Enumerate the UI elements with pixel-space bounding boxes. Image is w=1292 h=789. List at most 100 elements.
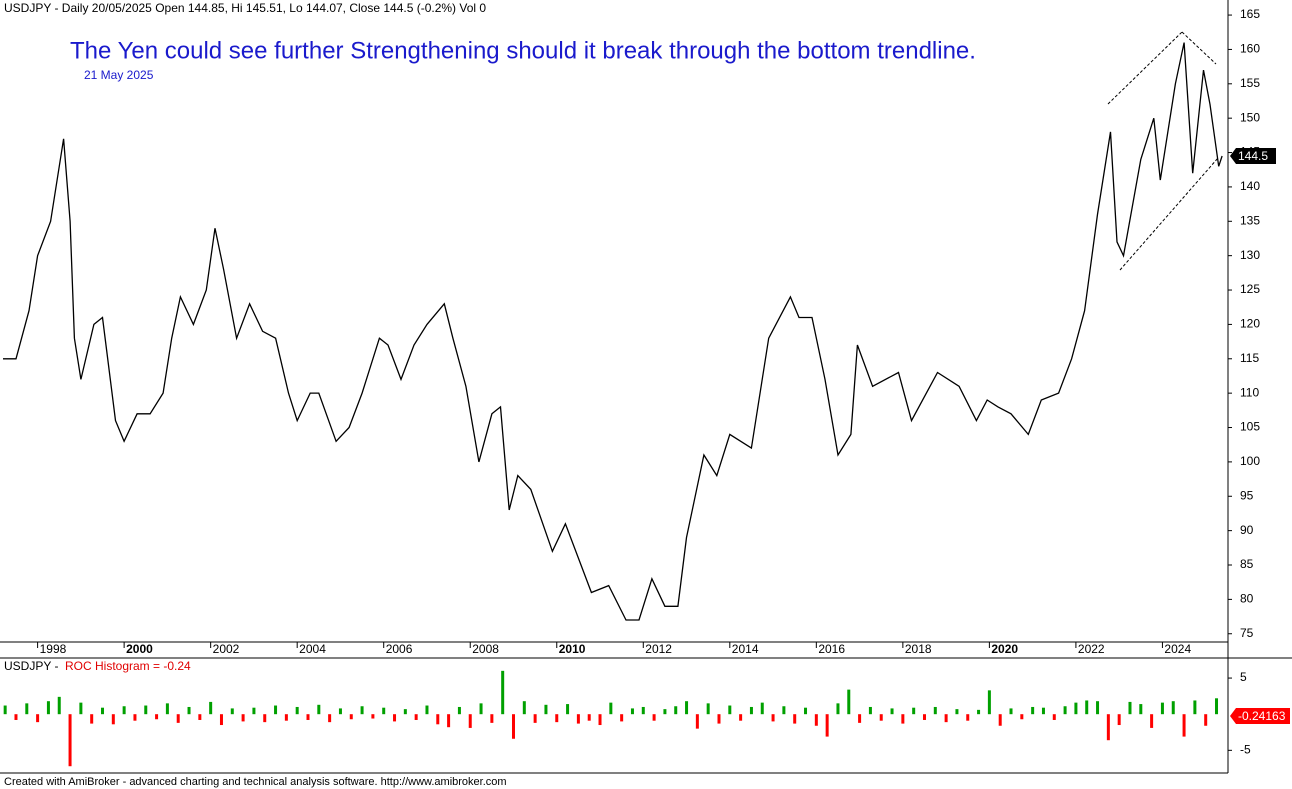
roc-bar: [847, 689, 851, 715]
roc-bar: [1031, 706, 1035, 715]
roc-bar: [317, 704, 321, 715]
roc-bar: [403, 709, 407, 715]
roc-bar: [1204, 714, 1208, 726]
annotation: The Yen could see further Strengthening …: [70, 37, 976, 64]
y-tick-label: 140: [1240, 179, 1260, 193]
roc-bar: [209, 701, 213, 715]
x-tick-label: 2006: [386, 642, 413, 656]
y-tick-label: 115: [1240, 351, 1259, 365]
roc-bar: [122, 706, 126, 715]
footer: Created with AmiBroker - advanced charti…: [4, 776, 507, 788]
roc-bar: [771, 714, 775, 722]
roc-bar: [674, 706, 678, 715]
roc-bar: [3, 705, 7, 715]
y-tick-label: 165: [1240, 7, 1260, 21]
roc-bar: [955, 709, 959, 715]
roc-bar: [1020, 714, 1024, 720]
roc-bar: [511, 714, 515, 739]
trendlines: [1107, 31, 1219, 271]
roc-bar: [825, 714, 829, 737]
roc-bar: [36, 714, 40, 723]
roc-bar: [836, 703, 840, 715]
roc-bar: [457, 706, 461, 715]
roc-bar: [987, 690, 991, 715]
roc-bar: [165, 703, 169, 715]
x-tick-label: 2002: [213, 642, 240, 656]
roc-bar: [652, 714, 656, 721]
roc-bar: [46, 701, 50, 715]
y-tick-label: 160: [1240, 42, 1260, 56]
roc-bar: [155, 714, 159, 720]
roc-bar: [933, 706, 937, 715]
y-tick-label: 100: [1240, 454, 1260, 468]
roc-bar: [1150, 714, 1154, 728]
value-marker-label: 144.5: [1238, 149, 1268, 163]
roc-bar: [793, 714, 797, 724]
roc-bar: [468, 714, 472, 728]
roc-bar: [890, 708, 894, 715]
roc-bar: [922, 714, 926, 720]
y-tick-label: 80: [1240, 592, 1254, 606]
roc-bar: [1096, 701, 1100, 715]
roc-bar: [1128, 701, 1132, 715]
x-tick-label: 2020: [991, 642, 1018, 656]
y-tick-label: 95: [1240, 488, 1254, 502]
x-tick-label: 1998: [40, 642, 67, 656]
roc-bar: [90, 714, 94, 724]
roc-bar: [879, 714, 883, 721]
x-tick-label: 2016: [818, 642, 845, 656]
roc-bar: [977, 709, 981, 715]
roc-bar: [598, 714, 602, 726]
y-tick-label: 120: [1240, 317, 1260, 331]
roc-bar: [620, 714, 624, 722]
roc-bar: [782, 706, 786, 715]
roc-bar: [252, 707, 256, 715]
roc-bar: [706, 703, 710, 715]
roc-bar: [1074, 702, 1078, 715]
y-tick-label: 150: [1240, 110, 1260, 124]
y-tick-label: 125: [1240, 282, 1260, 296]
header: USDJPY - Daily 20/05/2025 Open 144.85, H…: [4, 1, 486, 15]
roc-bar: [1160, 702, 1164, 715]
roc-bar: [1009, 708, 1013, 715]
x-tick-label: 2008: [472, 642, 499, 656]
roc-bar: [198, 714, 202, 720]
y-tick-label: 135: [1240, 213, 1260, 227]
annotation-date: 21 May 2025: [84, 68, 154, 82]
roc-bar: [695, 714, 699, 729]
roc-bar: [144, 705, 148, 715]
roc-bar: [425, 705, 429, 715]
x-tick-label: 2024: [1164, 642, 1191, 656]
roc-bar: [490, 714, 494, 723]
roc-bar: [630, 708, 634, 715]
roc-bar: [447, 714, 451, 728]
roc-bar: [587, 714, 591, 721]
roc-bar: [566, 704, 570, 715]
roc-bar: [382, 707, 386, 715]
y-tick-label: 75: [1240, 626, 1254, 640]
roc-bar: [230, 708, 234, 715]
x-tick-label: 2022: [1078, 642, 1105, 656]
roc-bar: [111, 714, 115, 725]
roc-bar: [1139, 704, 1143, 715]
roc-bar: [998, 714, 1002, 726]
trendline: [1107, 31, 1183, 105]
roc-bar: [501, 670, 505, 715]
roc-bar: [739, 714, 743, 721]
x-tick-label: 2010: [559, 642, 586, 656]
y-tick-label: 155: [1240, 76, 1260, 90]
roc-bar: [717, 714, 721, 724]
roc-bar: [609, 702, 613, 715]
roc-bar: [749, 706, 753, 715]
roc-bar: [393, 714, 397, 722]
y-tick-label: 130: [1240, 248, 1260, 262]
roc-bar: [328, 714, 332, 723]
roc-bar: [241, 714, 245, 722]
x-tick-label: 2018: [905, 642, 932, 656]
roc-bar: [868, 706, 872, 715]
value-marker: [1230, 147, 1276, 164]
roc-bar: [901, 714, 905, 724]
roc-bar: [966, 714, 970, 721]
roc-prefix: USDJPY -: [4, 659, 58, 673]
